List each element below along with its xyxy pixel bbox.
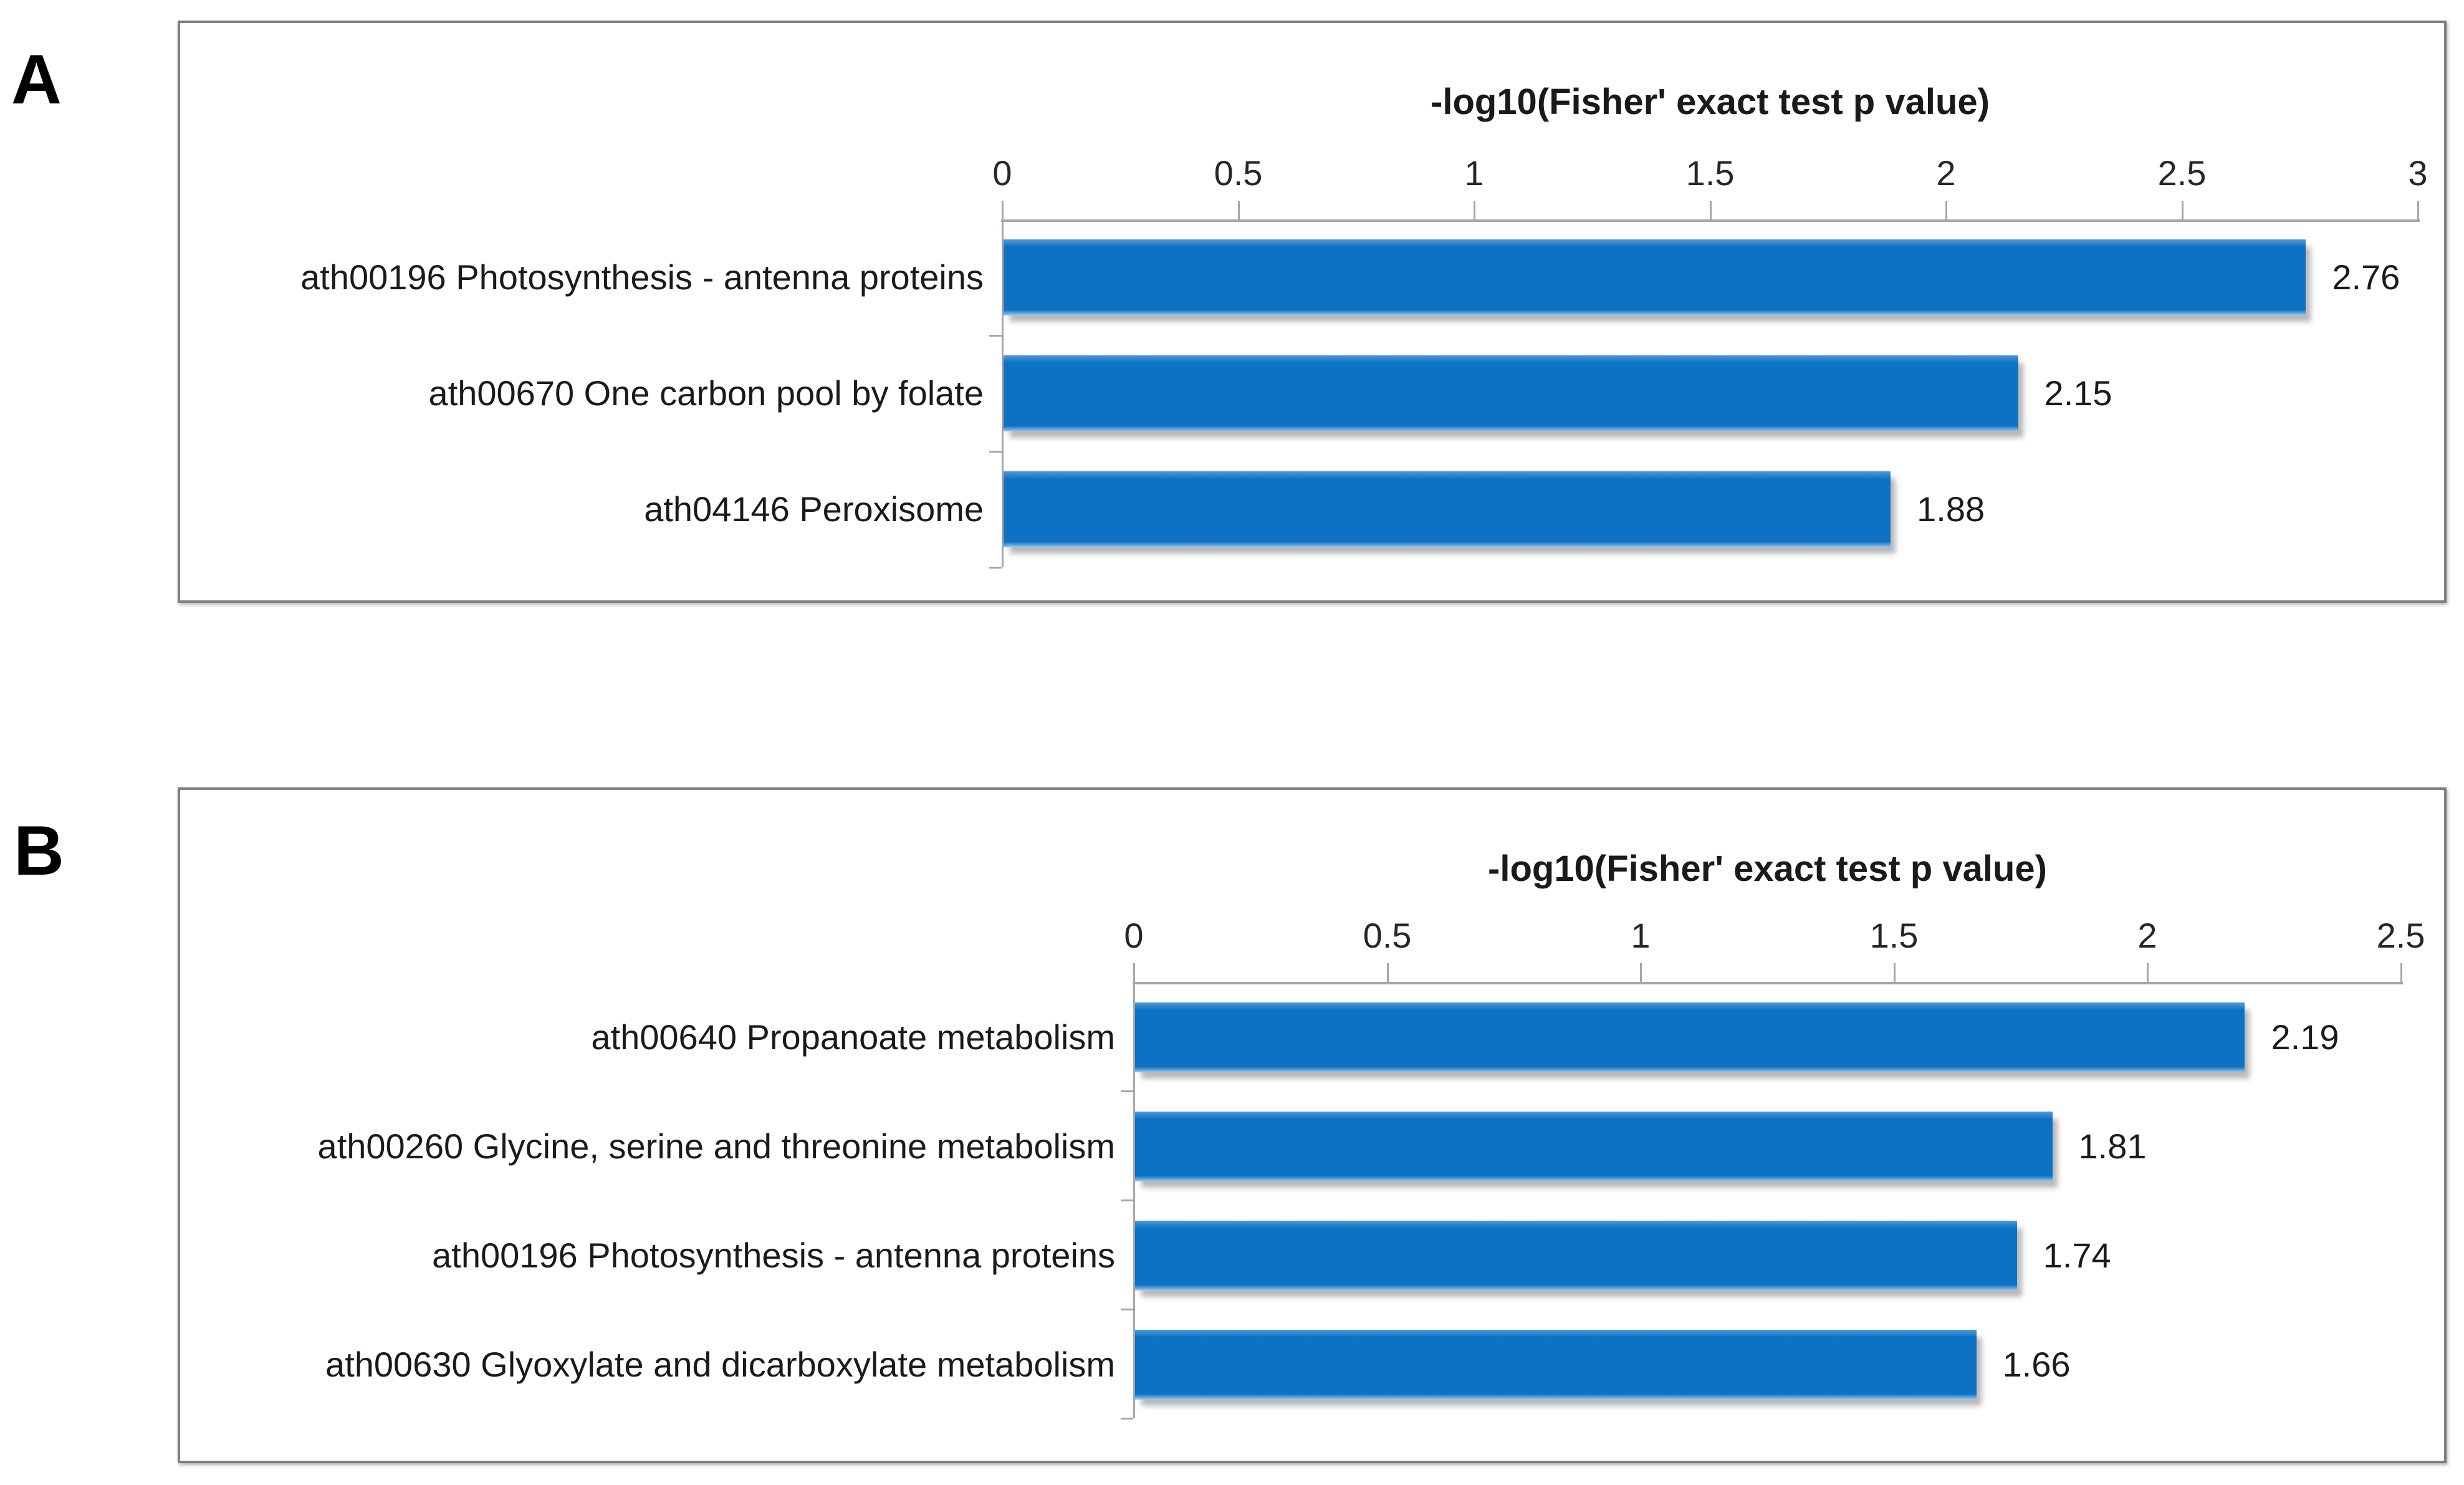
bar: [1004, 355, 2018, 431]
value-label: 2.76: [2332, 257, 2400, 297]
x-axis-tick: [2181, 201, 2184, 219]
x-axis-tick: [2400, 963, 2402, 982]
x-axis-tick-label: 1: [1464, 153, 1484, 193]
x-axis-tick-label: 0.5: [1214, 153, 1263, 193]
category-axis-tick: [1121, 1199, 1133, 1201]
panel-b-label: B: [14, 812, 64, 890]
y-axis-line: [1002, 219, 1004, 567]
category-axis-tick: [1121, 1309, 1133, 1310]
x-axis-tick: [1474, 201, 1475, 219]
plot-area-a: 0 0.5 1 1.5 2 2.5 3 ath00196 Photosynthesis - a…: [180, 23, 2444, 600]
panel-b: -log10(Fisher' exact test p value) 0 0.5 1…: [178, 787, 2447, 1463]
category-axis-tick: [1121, 1090, 1133, 1092]
x-axis-tick: [1237, 201, 1240, 219]
category-label: ath00196 Photosynthesis - antenna protei…: [300, 257, 984, 297]
x-axis-tick-label: 2.5: [2376, 916, 2425, 955]
category-label: ath04146 Peroxisome: [644, 489, 984, 529]
bar: [1135, 1002, 2245, 1072]
bar: [1004, 239, 2306, 315]
x-axis-tick: [1893, 963, 1896, 982]
bar: [1135, 1112, 2053, 1181]
x-axis-tick-label: 2: [1936, 153, 1956, 193]
x-axis-tick-label: 1: [1631, 916, 1651, 955]
value-label: 1.88: [1917, 489, 1985, 529]
category-label: ath00260 Glycine, serine and threonine m…: [317, 1127, 1115, 1166]
x-axis-tick: [1002, 201, 1004, 219]
value-label: 2.19: [2271, 1017, 2339, 1057]
x-axis-tick-label: 1.5: [1869, 916, 1919, 955]
category-axis-tick: [989, 451, 1002, 453]
category-axis-tick: [1121, 1418, 1133, 1420]
chart-title-b: -log10(Fisher' exact test p value): [1488, 848, 2047, 889]
panel-a: -log10(Fisher' exact test p value) 0 0.5 1…: [178, 21, 2447, 603]
category-label: ath00630 Glyoxylate and dicarboxylate me…: [325, 1345, 1115, 1384]
bar: [1004, 471, 1891, 547]
x-axis-tick-label: 0: [1124, 916, 1144, 955]
x-axis-tick: [1709, 201, 1712, 219]
x-axis-tick: [1386, 963, 1389, 982]
x-axis-tick: [2147, 963, 2149, 982]
x-axis-tick: [1133, 963, 1135, 982]
bar: [1135, 1221, 2017, 1290]
bar: [1135, 1330, 1977, 1400]
x-axis-tick: [1640, 963, 1642, 982]
category-axis-tick: [989, 335, 1002, 337]
x-axis-tick-label: 2.5: [2157, 153, 2207, 193]
plot-area-b: 0 0.5 1 1.5 2 2.5 ath00640 Propanoate metaboli…: [180, 790, 2444, 1461]
x-axis-tick-label: 1.5: [1685, 153, 1735, 193]
value-label: 1.74: [2043, 1236, 2111, 1275]
chart-title-a: -log10(Fisher' exact test p value): [1431, 82, 1990, 122]
value-label: 1.81: [2078, 1127, 2147, 1166]
x-axis-tick-label: 0: [992, 153, 1012, 193]
x-axis-tick-label: 2: [2137, 916, 2157, 955]
category-label: ath00640 Propanoate metabolism: [591, 1017, 1115, 1057]
y-axis-line: [1133, 982, 1135, 1418]
value-label: 1.66: [2002, 1345, 2071, 1384]
value-label: 2.15: [2044, 373, 2112, 413]
x-axis-tick: [2417, 201, 2419, 219]
x-axis-line: [1133, 982, 2403, 984]
category-label: ath00670 One carbon pool by folate: [428, 373, 984, 413]
x-axis-tick: [1945, 201, 1947, 219]
x-axis-line: [1001, 219, 2420, 222]
x-axis-tick-label: 3: [2408, 153, 2428, 193]
panel-a-label: A: [11, 41, 62, 118]
category-axis-tick: [989, 567, 1002, 569]
category-label: ath00196 Photosynthesis - antenna protei…: [432, 1236, 1115, 1275]
x-axis-tick-label: 0.5: [1363, 916, 1412, 955]
